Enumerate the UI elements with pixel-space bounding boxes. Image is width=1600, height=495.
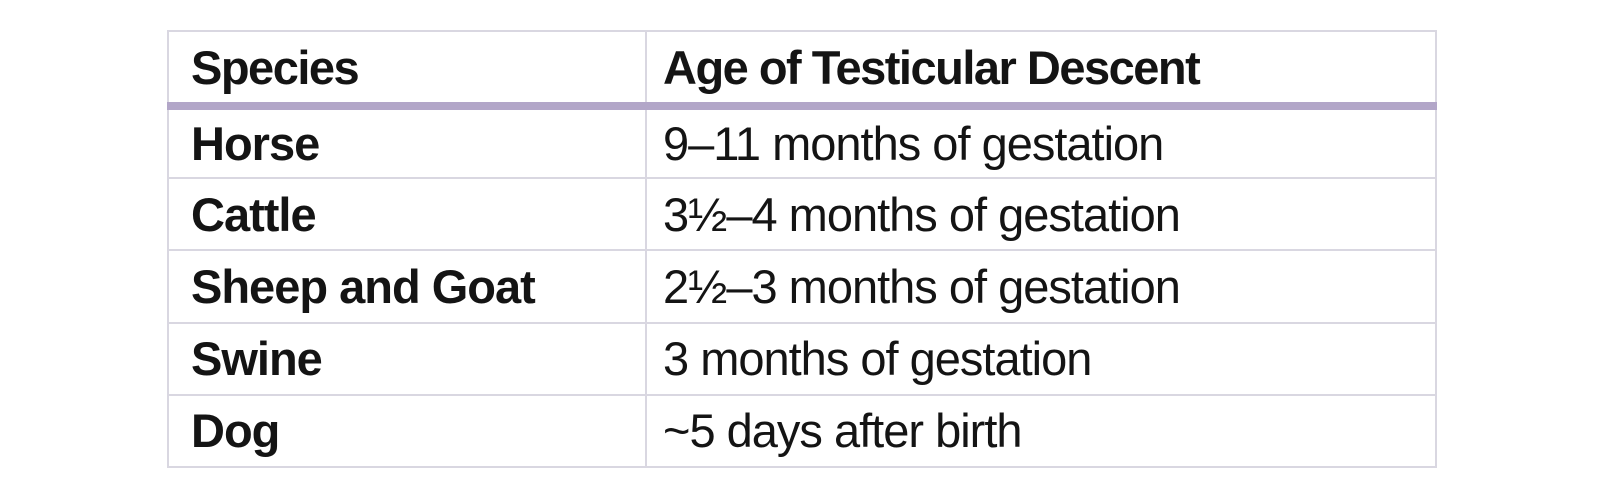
age-cell: ~5 days after birth [645,393,1437,469]
species-cell: Horse [167,104,647,180]
species-cell: Sheep and Goat [167,249,647,324]
column-header-age: Age of Testicular Descent [645,30,1437,110]
species-cell: Cattle [167,177,647,252]
age-cell: 9–11 months of gestation [645,104,1437,180]
table-row-cattle: Cattle 3½–4 months of gestation [167,177,1437,252]
age-cell: 3 months of gestation [645,321,1437,396]
table-row-horse: Horse 9–11 months of gestation [167,104,1437,180]
table-header-row: Species Age of Testicular Descent [167,30,1437,110]
species-cell: Dog [167,393,647,469]
table-row-sheep-and-goat: Sheep and Goat 2½–3 months of gestation [167,249,1437,324]
column-header-species: Species [167,30,647,110]
table-row-dog: Dog ~5 days after birth [167,393,1437,469]
table-row-swine: Swine 3 months of gestation [167,321,1437,396]
age-cell: 3½–4 months of gestation [645,177,1437,252]
species-cell: Swine [167,321,647,396]
testicular-descent-table: Species Age of Testicular Descent Horse … [167,30,1437,469]
age-cell: 2½–3 months of gestation [645,249,1437,324]
